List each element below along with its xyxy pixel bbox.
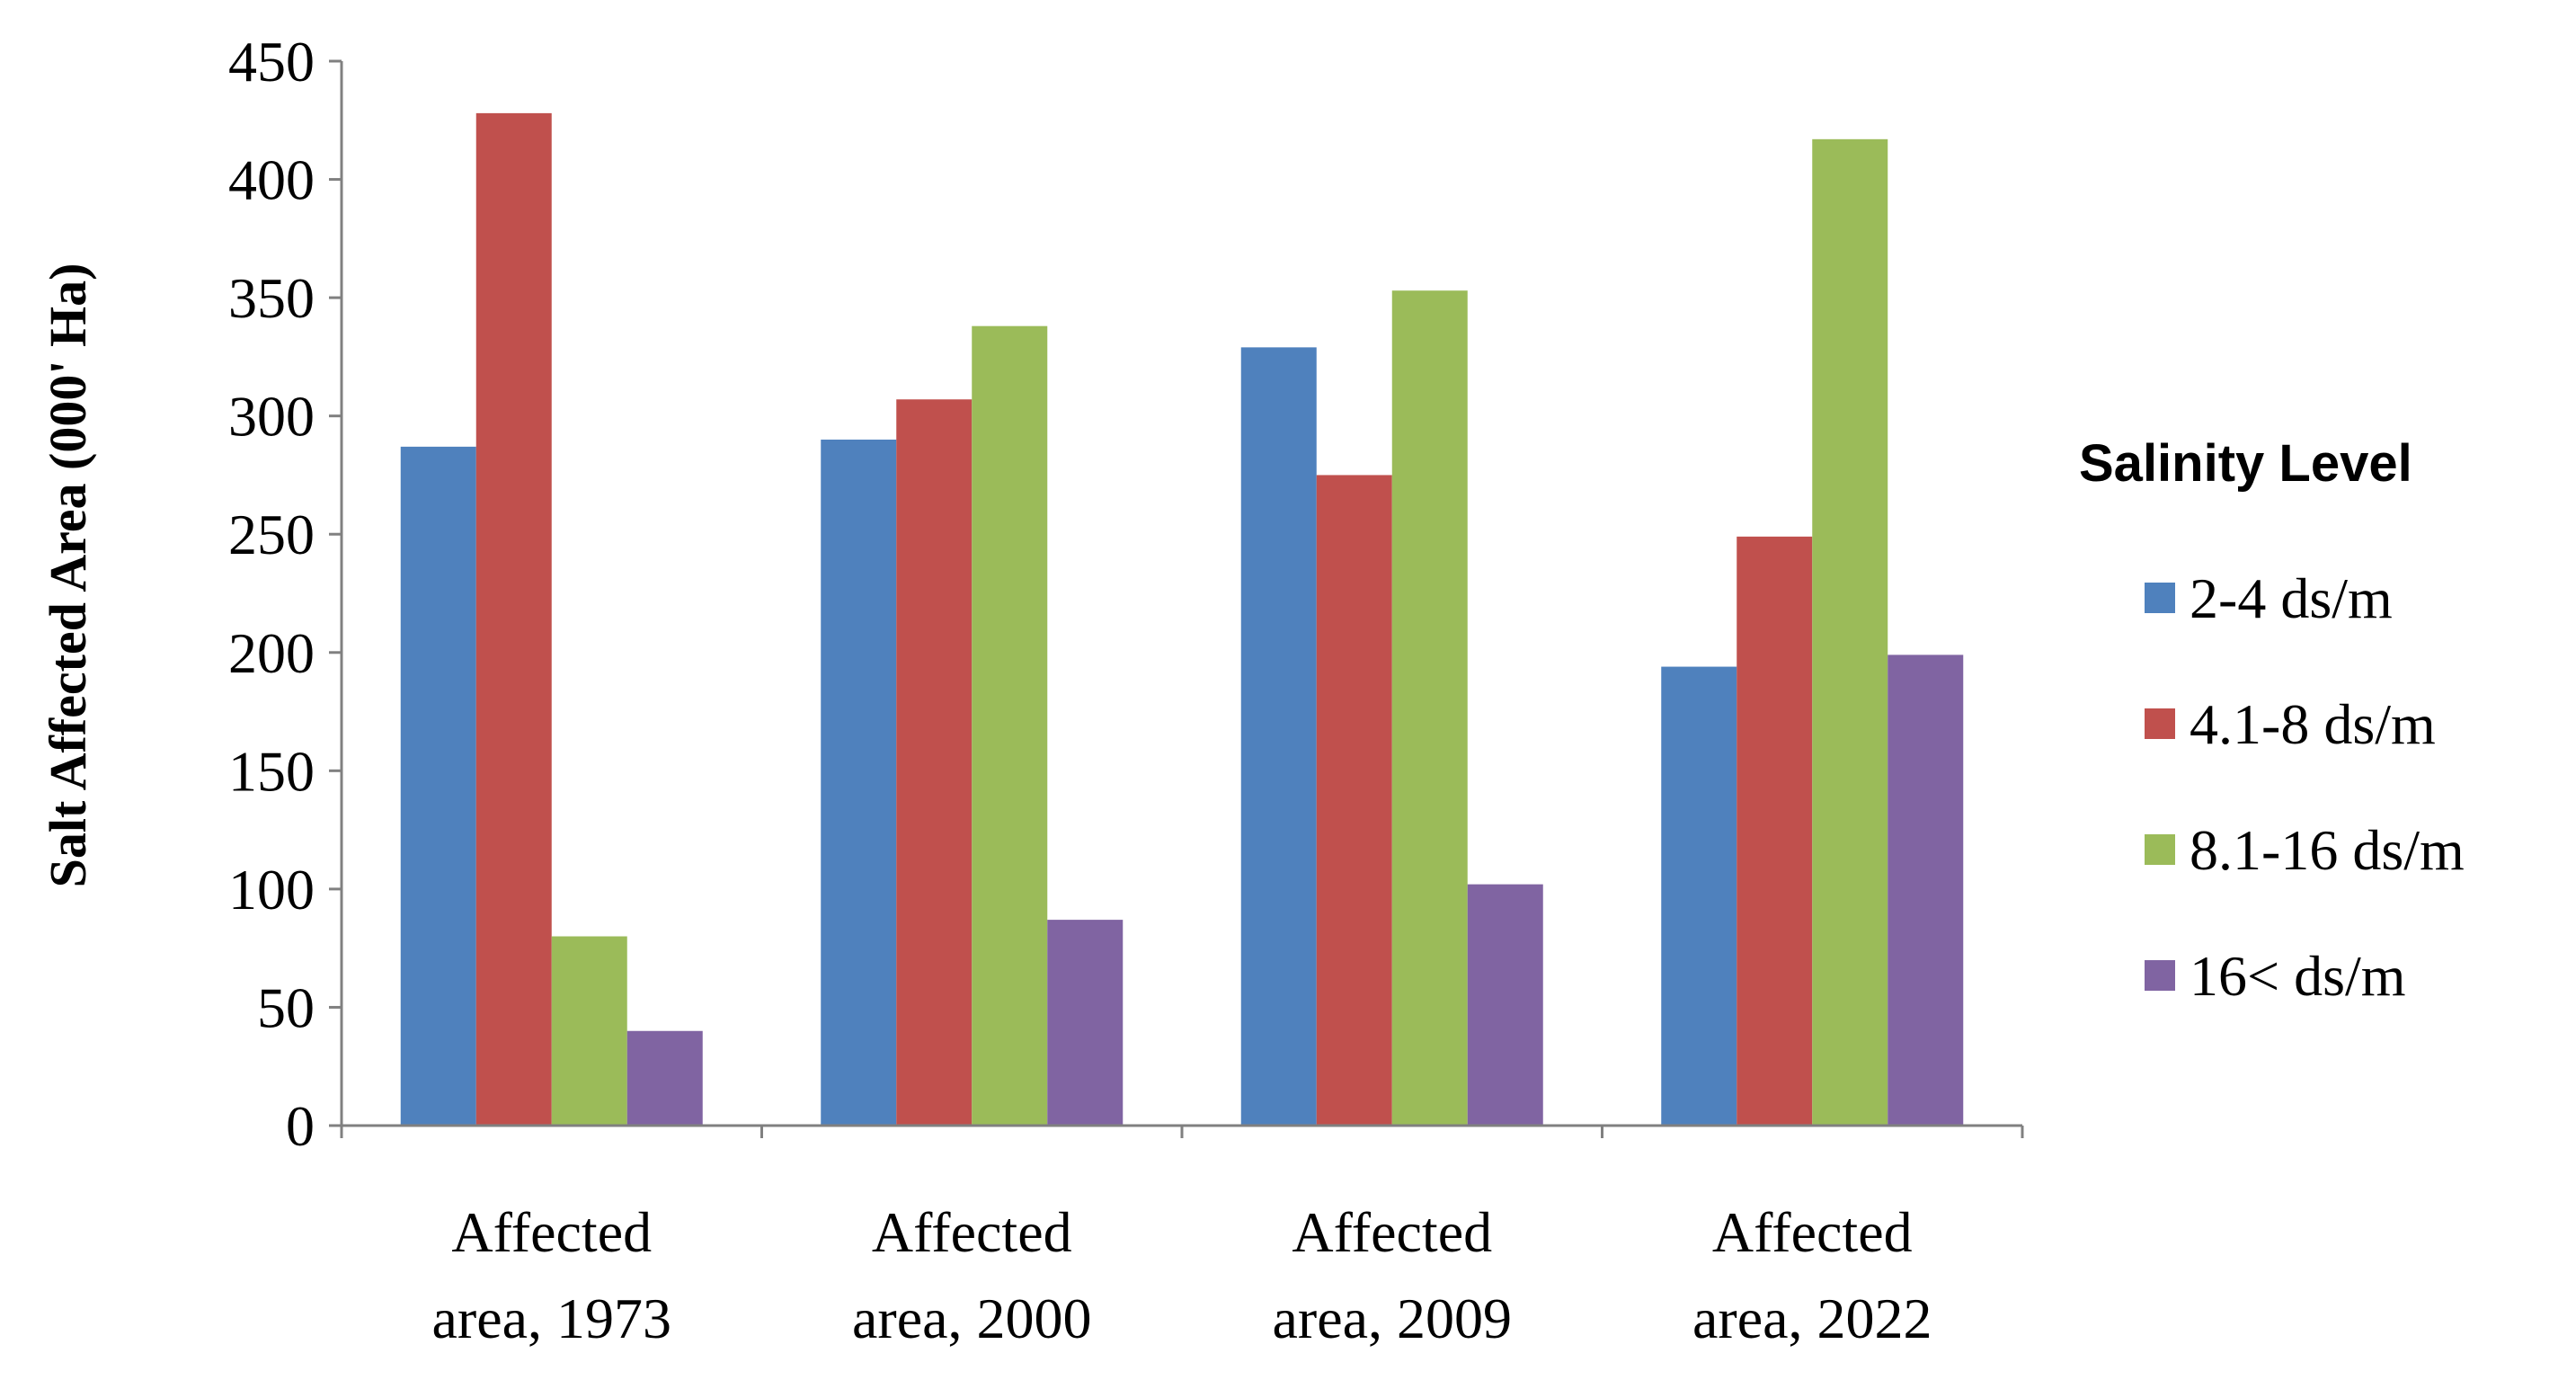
x-category-label: area, 2022 — [1692, 1287, 1932, 1350]
x-axis-category-labels: Affected area, 1973 Affected area, 2000 Affe… — [431, 1200, 1932, 1350]
legend-swatch-4 — [2145, 960, 2175, 991]
x-category-label: area, 2009 — [1272, 1287, 1512, 1350]
bar-3-1 — [551, 936, 627, 1126]
bar-1-4 — [1661, 666, 1737, 1126]
legend: Salinity Level 2-4 ds/m 4.1-8 ds/m 8.1-16 … — [2079, 434, 2465, 1008]
legend-label-2: 4.1-8 ds/m — [2190, 692, 2436, 756]
y-tick-label: 250 — [228, 503, 315, 566]
legend-label-3: 8.1-16 ds/m — [2190, 818, 2465, 882]
legend-swatch-1 — [2145, 583, 2175, 613]
bar-4-1 — [626, 1030, 703, 1126]
bar-4-4 — [1888, 654, 1964, 1126]
y-tick-label: 300 — [228, 385, 315, 449]
axes — [340, 61, 2024, 1138]
y-tick-label: 350 — [228, 266, 315, 330]
y-tick-label: 50 — [257, 975, 315, 1039]
y-tick-label: 450 — [228, 30, 315, 93]
x-category-label: Affected — [1712, 1200, 1913, 1264]
y-axis-label: Salt Affected Area (000' Ha) — [39, 263, 97, 888]
x-category-label: area, 1973 — [431, 1287, 671, 1350]
y-tick-label: 0 — [286, 1094, 315, 1158]
bar-1-1 — [400, 446, 476, 1126]
bar-2-4 — [1737, 536, 1813, 1126]
bar-3-4 — [1812, 138, 1888, 1126]
bar-2-1 — [475, 112, 552, 1126]
x-category-label: area, 2000 — [852, 1287, 1092, 1350]
bar-4-3 — [1467, 884, 1543, 1126]
y-axis-label-group: Salt Affected Area (000' Ha) — [39, 263, 97, 888]
legend-label-1: 2-4 ds/m — [2190, 566, 2393, 630]
legend-label-4: 16< ds/m — [2190, 944, 2406, 1008]
y-tick-label: 100 — [228, 858, 315, 921]
bar-1-3 — [1240, 347, 1317, 1126]
bar-3-2 — [972, 325, 1048, 1126]
y-tick-label: 400 — [228, 148, 315, 212]
y-tick-label: 200 — [228, 621, 315, 685]
bar-2-2 — [896, 399, 973, 1126]
bar-4-2 — [1047, 920, 1124, 1126]
legend-swatch-2 — [2145, 708, 2175, 739]
legend-swatch-3 — [2145, 834, 2175, 865]
x-category-label: Affected — [1292, 1200, 1492, 1264]
bar-2-3 — [1316, 475, 1392, 1126]
bars — [400, 112, 1964, 1126]
y-tick-label: 150 — [228, 739, 315, 803]
y-axis-ticks: 0 50 100 150 200 250 300 350 400 450 — [228, 30, 342, 1158]
x-category-label: Affected — [872, 1200, 1072, 1264]
x-category-label: Affected — [451, 1200, 652, 1264]
bar-3-3 — [1391, 290, 1468, 1126]
bar-1-2 — [821, 439, 897, 1126]
legend-title: Salinity Level — [2079, 434, 2412, 493]
